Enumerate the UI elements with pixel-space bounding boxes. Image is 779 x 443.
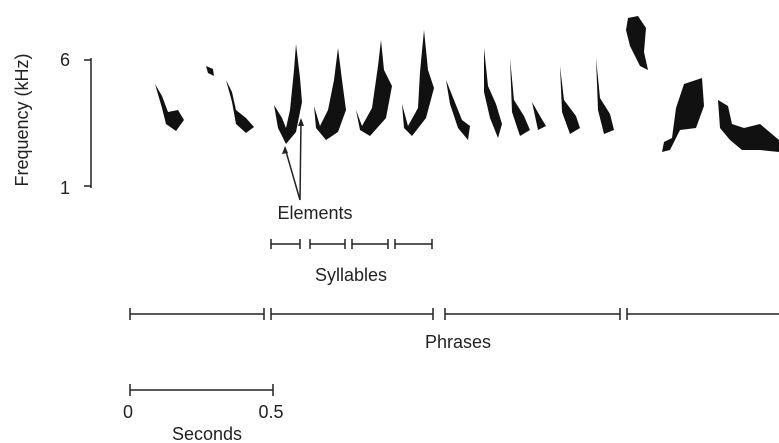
spectrogram-element — [356, 40, 392, 136]
phrase-brackets: Phrases — [129, 308, 779, 352]
spectrogram-element — [274, 44, 302, 144]
elements-annotation: Elements — [277, 118, 353, 223]
syllable-brackets: Syllables — [270, 239, 433, 285]
spectrogram-element — [314, 48, 346, 140]
spectrogram-element — [626, 16, 648, 70]
scale-start: 0 — [123, 402, 133, 422]
line-mark — [129, 308, 779, 320]
time-scale: 0 0.5 Seconds — [123, 384, 284, 443]
axis-line — [84, 58, 92, 188]
spectrogram-element — [718, 100, 779, 152]
phrases-label: Phrases — [425, 332, 491, 352]
frequency-axis: 6 1 Frequency (kHz) — [12, 50, 92, 198]
tick-label: 1 — [60, 178, 70, 198]
line-mark — [270, 239, 433, 249]
scale-label: Seconds — [172, 424, 242, 443]
spectrogram-element — [662, 78, 704, 152]
elements-label: Elements — [277, 203, 352, 223]
spectrogram-element — [560, 66, 580, 134]
spectrogram-element — [596, 58, 614, 134]
spectrogram-element — [402, 30, 434, 136]
spectrogram-element — [155, 84, 184, 131]
tick-label: 6 — [60, 50, 70, 70]
axis-title: Frequency (kHz) — [12, 53, 32, 186]
spectrogram-element — [484, 48, 502, 138]
spectrogram-element — [206, 66, 214, 76]
scale-end: 0.5 — [258, 402, 283, 422]
spectrogram — [155, 16, 779, 152]
line-mark — [284, 119, 302, 201]
syllables-label: Syllables — [315, 265, 387, 285]
spectrogram-element — [226, 80, 254, 133]
line-mark — [282, 118, 304, 154]
spectrogram-element — [510, 58, 546, 136]
spectrogram-element — [446, 80, 470, 140]
line-mark — [129, 384, 274, 396]
